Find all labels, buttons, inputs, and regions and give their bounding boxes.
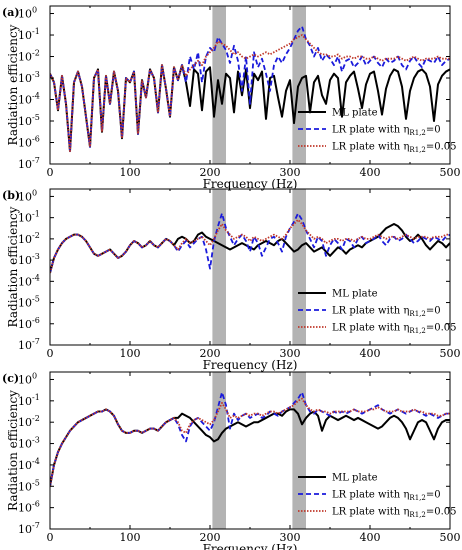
x-tick-label: 400 xyxy=(360,166,381,179)
y-tick-label: 10-2 xyxy=(18,49,40,64)
series-line-1 xyxy=(50,408,450,487)
y-tick-label: 10-7 xyxy=(18,156,40,171)
series-line-1 xyxy=(50,64,450,153)
y-tick-label: 100 xyxy=(18,6,37,21)
y-tick-label: 10-3 xyxy=(18,436,40,451)
series-group xyxy=(50,212,450,274)
series-line-3 xyxy=(50,34,450,152)
y-axis-label: Radiation efficiency xyxy=(6,206,20,327)
x-tick-label: 0 xyxy=(47,347,54,360)
y-tick-label: 10-4 xyxy=(18,457,40,472)
y-tick-label: 10-5 xyxy=(18,478,40,493)
axes-frame xyxy=(49,5,451,165)
y-axis-label: Radiation efficiency xyxy=(6,24,20,145)
y-tick-label: 10-4 xyxy=(18,92,40,107)
y-tick-label: 10-1 xyxy=(18,27,40,42)
x-axis-label: Frequency (Hz) xyxy=(203,177,298,191)
y-axis-label: Radiation efficiency xyxy=(6,390,20,511)
series-group xyxy=(50,25,450,153)
series-line-2 xyxy=(50,212,450,274)
shaded-band-1 xyxy=(212,372,226,529)
y-tick-label: 10-3 xyxy=(18,252,40,267)
y-tick-label: 10-7 xyxy=(18,521,40,536)
y-tick-label: 10-3 xyxy=(18,70,40,85)
legend-entry-2: LR plate with ηR1,2=0 xyxy=(332,125,441,138)
y-tick-label: 10-4 xyxy=(18,273,40,288)
y-tick-label: 100 xyxy=(18,371,37,386)
y-tick-label: 100 xyxy=(18,188,37,203)
x-axis-label: Frequency (Hz) xyxy=(203,542,298,550)
y-tick-label: 10-2 xyxy=(18,231,40,246)
x-tick-label: 100 xyxy=(120,166,141,179)
shaded-band-2 xyxy=(292,189,306,345)
x-axis-label: Frequency (Hz) xyxy=(203,358,298,372)
y-tick-label: 10-2 xyxy=(18,414,40,429)
x-tick-label: 100 xyxy=(120,347,141,360)
chart-panel-3: 0 100 200 300 400 500 100 10-1 10-2 10-3 10-4 10-5 1… xyxy=(2,371,461,550)
series-line-3 xyxy=(50,218,450,274)
x-tick-label: 0 xyxy=(47,166,54,179)
y-tick-label: 10-1 xyxy=(18,210,40,225)
x-tick-label: 200 xyxy=(200,531,221,544)
x-tick-label: 0 xyxy=(47,531,54,544)
x-tick-label: 500 xyxy=(440,531,461,544)
legend-entry-2: LR plate with ηR1,2=0 xyxy=(332,306,441,319)
x-tick-label: 300 xyxy=(280,531,301,544)
x-tick-label: 200 xyxy=(200,347,221,360)
y-tick-label: 10-6 xyxy=(18,135,40,150)
series-line-3 xyxy=(50,397,450,487)
legend-entry-1: ML plate xyxy=(332,473,378,484)
panel-label: (c) xyxy=(2,372,19,385)
x-tick-label: 500 xyxy=(440,166,461,179)
x-tick-label: 100 xyxy=(120,531,141,544)
legend-entry-1: ML plate xyxy=(332,289,378,300)
y-tick-label: 10-6 xyxy=(18,500,40,515)
y-tick-label: 10-7 xyxy=(18,337,40,352)
legend-entry-3: LR plate with ηR1,2=0.05 xyxy=(332,507,456,520)
panel-label: (b) xyxy=(2,189,20,202)
panel-label: (a) xyxy=(2,6,20,19)
x-tick-label: 500 xyxy=(440,347,461,360)
x-tick-label: 300 xyxy=(280,166,301,179)
y-tick-label: 10-5 xyxy=(18,295,40,310)
axes-frame xyxy=(49,371,451,530)
x-tick-label: 200 xyxy=(200,166,221,179)
y-tick-label: 10-1 xyxy=(18,393,40,408)
series-line-2 xyxy=(50,391,450,487)
chart-panel-1: 0 100 200 300 400 500 100 10-1 10-2 10-3 10-4 10-5 1… xyxy=(2,5,461,191)
x-tick-label: 400 xyxy=(360,531,381,544)
series-line-2 xyxy=(50,25,450,152)
shaded-band-1 xyxy=(212,189,226,345)
chart-panel-2: 0 100 200 300 400 500 100 10-1 10-2 10-3 10-4 10-5 1… xyxy=(2,188,461,372)
legend-entry-3: LR plate with ηR1,2=0.05 xyxy=(332,142,456,155)
series-group xyxy=(50,391,450,487)
x-tick-label: 400 xyxy=(360,347,381,360)
y-tick-label: 10-5 xyxy=(18,113,40,128)
y-tick-label: 10-6 xyxy=(18,316,40,331)
legend-entry-3: LR plate with ηR1,2=0.05 xyxy=(332,323,456,336)
legend-entry-1: ML plate xyxy=(332,108,378,119)
x-tick-label: 300 xyxy=(280,347,301,360)
legend-entry-2: LR plate with ηR1,2=0 xyxy=(332,490,441,503)
